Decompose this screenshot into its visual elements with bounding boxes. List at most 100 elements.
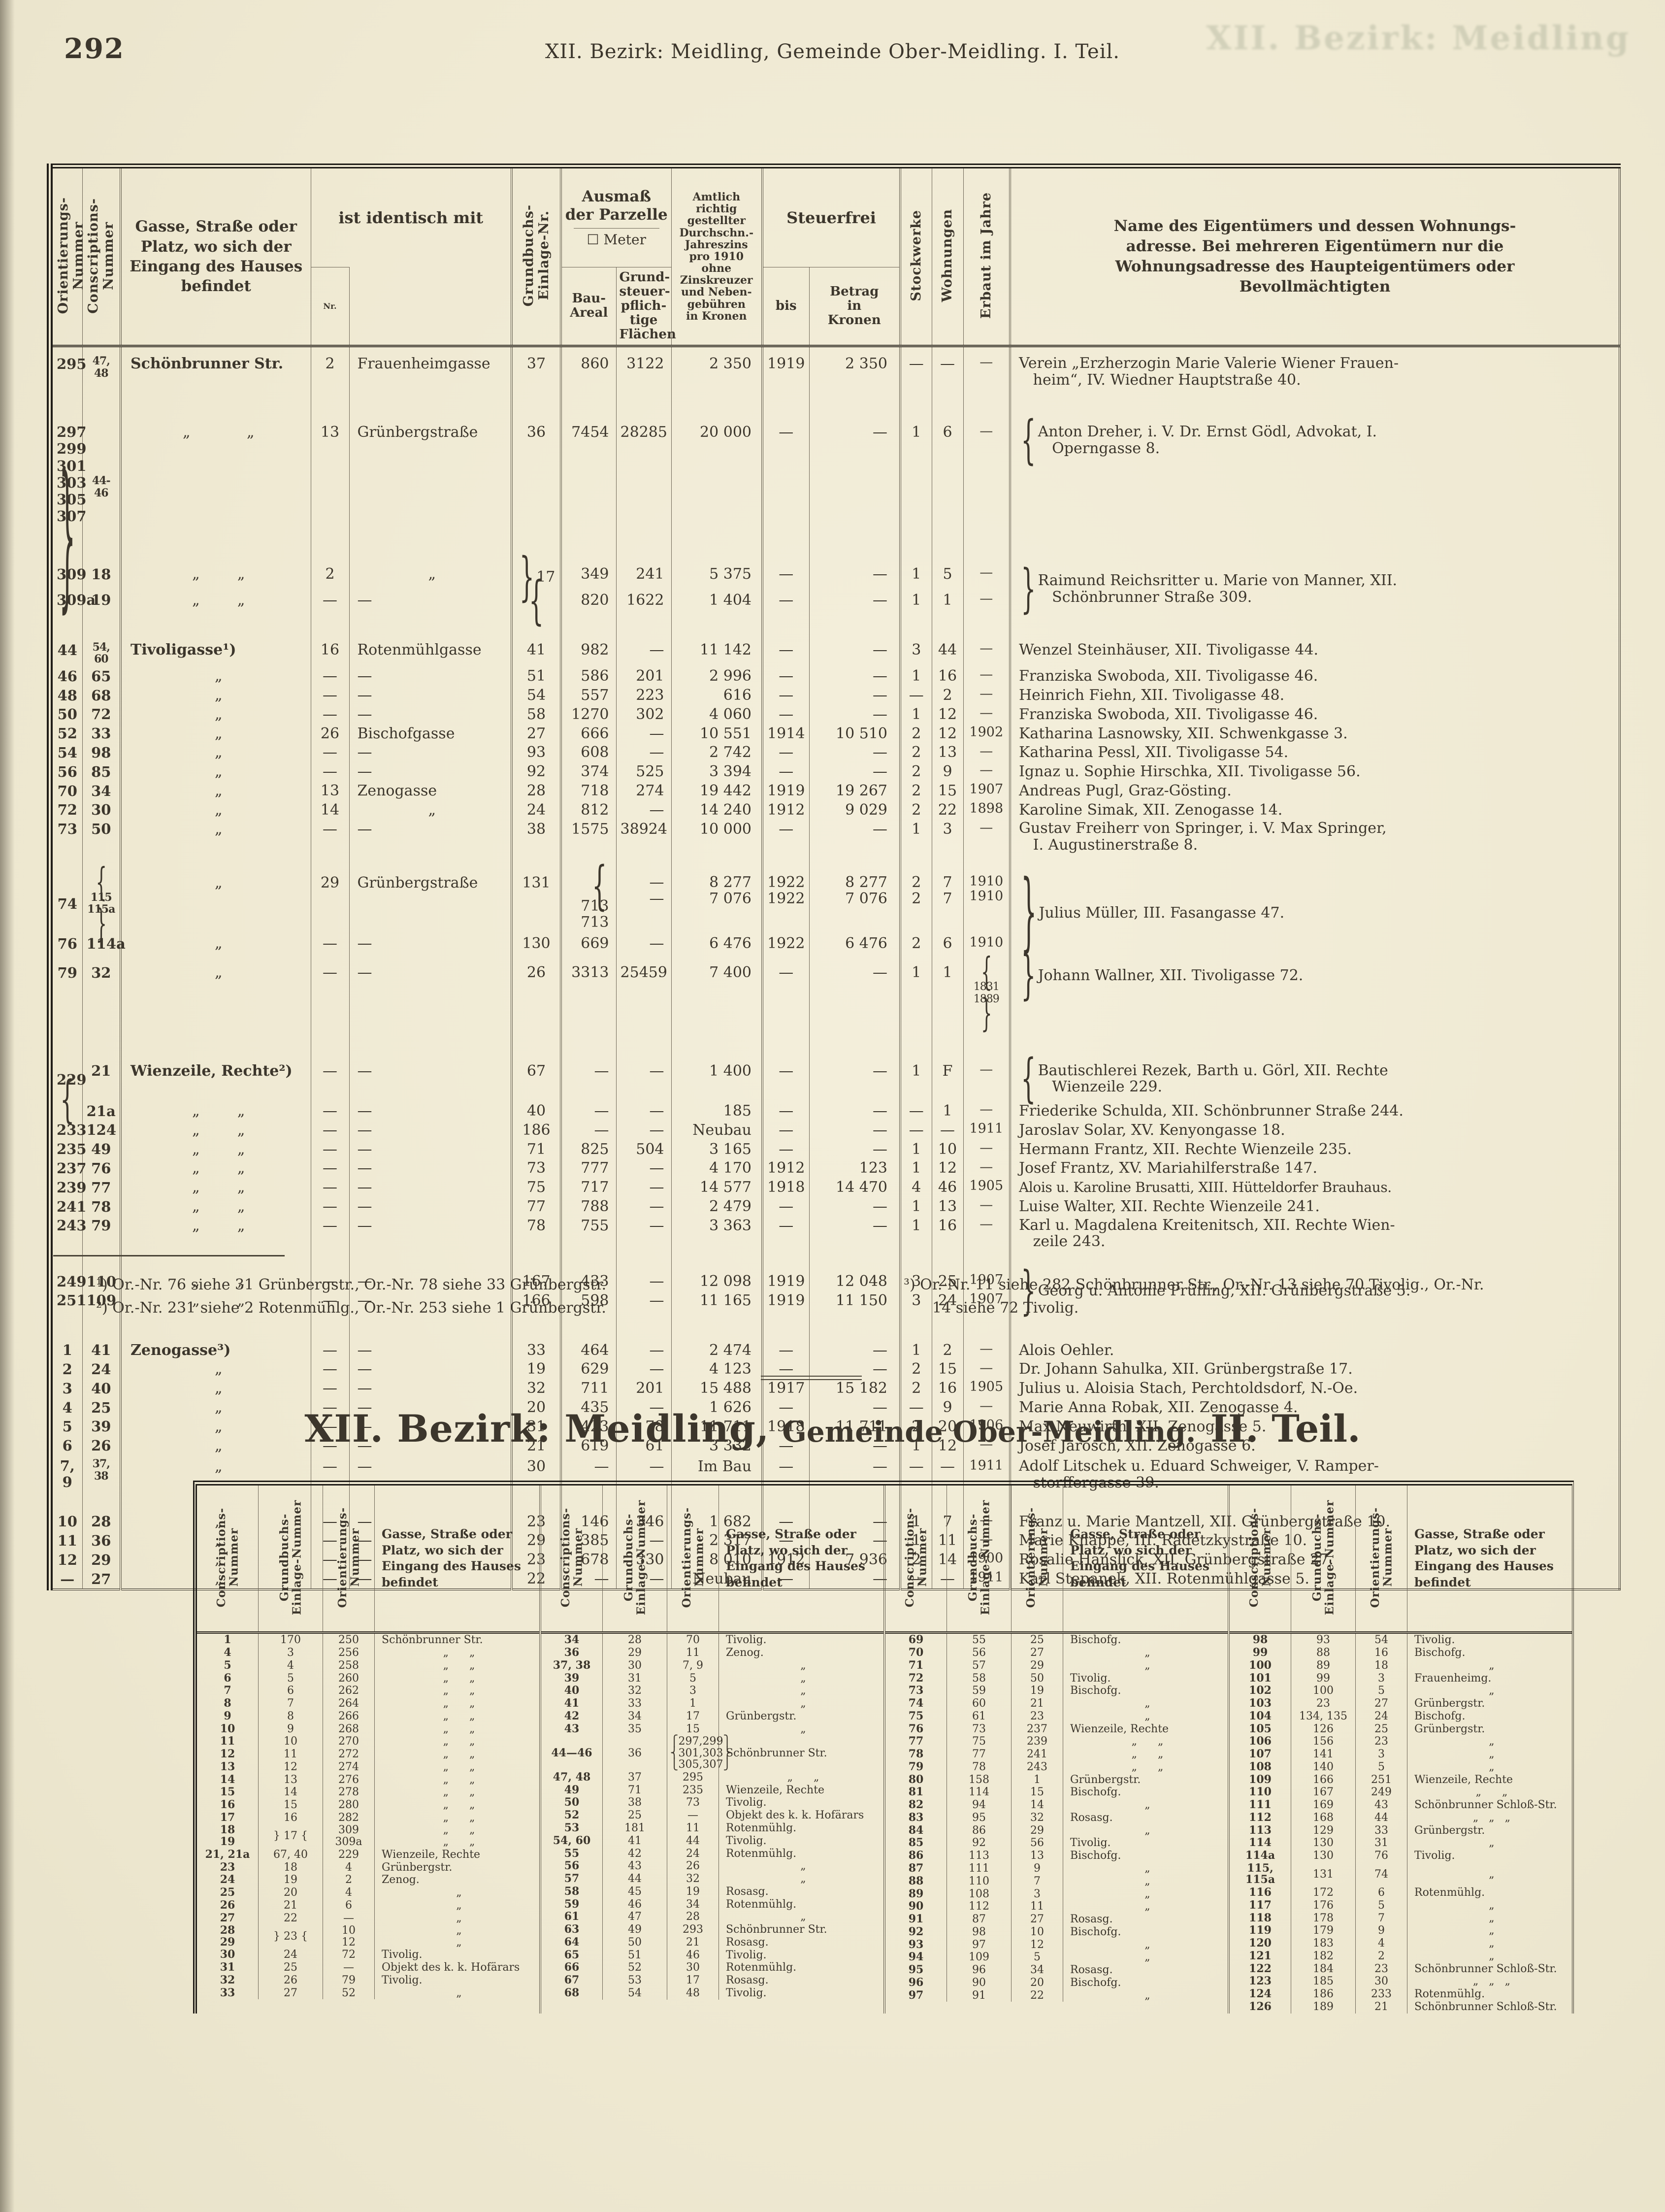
index-cell: 2 (323, 1874, 375, 1886)
list-item: 13 12 274 „ „ (197, 1760, 539, 1774)
section-divider (761, 1376, 862, 1380)
register-cell: } 17{ (511, 551, 561, 627)
table-row: 229{21 Wienzeile, Rechte²) — —67— —1 400— —1 F… (50, 1023, 1620, 1124)
register-cell: 3 363 (671, 1216, 763, 1251)
register-cell: 7 7 (931, 854, 964, 934)
list-item: 87 111 9 „ (885, 1862, 1228, 1875)
register-cell: 2 (899, 800, 932, 820)
register-cell: Rotenmühlgasse (349, 613, 512, 666)
index-cell: 189 (1291, 2000, 1356, 2014)
register-cell: 16 (931, 1216, 964, 1251)
index-cell: Schönbrunner Schloß-Str. (1407, 2000, 1572, 2014)
index-cell: 26 (667, 1860, 719, 1873)
index-cell: 10 (220, 1722, 235, 1735)
list-item: 66 52 30 Rotenmühlg. (541, 1961, 883, 1974)
register-cell: — (809, 1096, 901, 1121)
register-cell: 124 (82, 1120, 121, 1140)
table-row: 54 98 „ — —93 608—2 742— —2 13— Katharina Pessl,… (50, 743, 1620, 762)
index-cell: 131 (1291, 1862, 1356, 1886)
register-cell: Neubau (671, 1120, 763, 1140)
register-cell: — (349, 1096, 512, 1121)
footnote-2: ²) Or.-Nr. 231 siehe 2 Rotenmühlg., Or.-… (96, 1299, 606, 1317)
index-cell: „ (1063, 1951, 1228, 1964)
index-cell: 37, 38 (553, 1658, 591, 1672)
index-cell: „ (718, 1697, 883, 1710)
register-cell: 2 474 (671, 1310, 763, 1360)
index-cell: „ „ (374, 1646, 539, 1659)
list-item: 112 168 44 „ „ „ (1230, 1811, 1572, 1824)
index-cell: — (667, 1809, 719, 1822)
index-cell: 36 (564, 1646, 580, 1659)
index-cell: 61 (564, 1910, 580, 1923)
table-row: 4 25 „ — —20 435—1 626— — —9— Marie Anna Robak, … (50, 1397, 1620, 1417)
register-cell: Katharina Pessl, XII. Tivoligasse 54. (1009, 743, 1620, 762)
index-cell: 17 (220, 1811, 235, 1824)
index-group-body: 69 55 25 Bischofg. 70 56 27 „ 71 57 29 „ 72 58 50 Tivol… (885, 1632, 1228, 2002)
index-cell: „ (1063, 1697, 1228, 1710)
index-cell: Wienzeile, Rechte (1407, 1773, 1572, 1786)
index-cell: 237 (1011, 1722, 1063, 1736)
register-cell: 114a (82, 934, 126, 954)
list-item: 52 25— Objekt des k. k. Hofärars (541, 1809, 883, 1822)
index-cell: 7 (258, 1697, 323, 1710)
list-item: 5 4 258 „ „ (197, 1659, 539, 1672)
index-cell: 185 (1291, 1975, 1356, 1988)
register-cell: 12 (931, 704, 964, 724)
register-cell: 29 (82, 1550, 121, 1569)
register-cell: — (963, 666, 1011, 686)
register-cell: „ (120, 1436, 311, 1455)
register-cell: 241 (616, 551, 672, 591)
index-cell: 10 (1011, 1925, 1063, 1939)
index-cell: 250 (323, 1632, 375, 1647)
register-cell: — (616, 1397, 672, 1417)
list-item: 70 56 27 „ (885, 1646, 1228, 1659)
index-cell: Schönbrunner Schloß-Str. (1407, 1798, 1572, 1812)
index-cell: 103 (1249, 1697, 1272, 1710)
register-cell: „ (120, 724, 311, 743)
list-item: 65 51 46 Tivolig. (541, 1948, 883, 1962)
register-cell: 1905 (963, 1379, 1011, 1398)
list-item: 85 92 56 Tivolig. (885, 1837, 1228, 1850)
register-cell: — (310, 666, 349, 686)
index-cell: „ (1407, 1659, 1572, 1672)
meter-label: ☐ Meter (574, 228, 659, 248)
register-cell: 302 (616, 704, 672, 724)
index-cell: 262 (323, 1684, 375, 1697)
index-cell: Bischofg. (1063, 1849, 1228, 1862)
index-cell: „ „ (1063, 1748, 1228, 1761)
col-header-ident-empty (349, 267, 512, 348)
index-cell: 126 (1291, 1722, 1356, 1736)
list-item: 36 29 11 Zenog. (541, 1646, 883, 1659)
register-cell: 8 277 7 076 (809, 854, 901, 934)
register-cell: 13 (931, 1196, 964, 1216)
index-cell: Tivolig. (718, 1986, 883, 2000)
register-cell: 39 (82, 1417, 121, 1436)
index-cell: 96 (947, 1963, 1012, 1977)
register-cell: 110 (82, 1251, 121, 1291)
register-cell: 28285 (616, 389, 672, 552)
list-item: 58 45 19 Rosasg. (541, 1885, 883, 1898)
register-cell: 11 142 (671, 613, 763, 666)
register-cell: 4 123 (671, 1359, 763, 1379)
register-cell: — (761, 1096, 810, 1121)
register-table-head: Orientierungs- Nummer Conscriptions- Num… (50, 166, 1620, 348)
index-cell: 55 (564, 1847, 580, 1860)
index-cell: 58 (947, 1672, 1012, 1685)
index-cell: 12 (220, 1748, 235, 1761)
register-cell: — (963, 346, 1011, 390)
col-header-bau-areal: Bau- Areal (560, 266, 617, 348)
index-group-body: 34 28 70 Tivolig. 36 29 11 Zenog. 37, 38 30 7, 9 „ 3… (541, 1632, 883, 2000)
index-cell: 3 (258, 1646, 323, 1659)
index-cell: 3 (1355, 1748, 1407, 1761)
register-cell: 20 (931, 1417, 964, 1436)
register-cell: 2 (931, 1310, 964, 1360)
index-cell: 266 (323, 1710, 375, 1723)
index-cell: 45 (602, 1885, 667, 1898)
index-cell: 4 (224, 1646, 231, 1659)
register-cell: 11 (57, 1532, 77, 1549)
register-cell: 10 (931, 1139, 964, 1159)
col-header-gasse: Gasse, Straße oder Platz, wo sich der Ei… (1407, 1486, 1572, 1634)
index-cell: „ (718, 1722, 883, 1736)
register-cell: — (616, 800, 672, 820)
register-cell: 30 (82, 800, 121, 820)
